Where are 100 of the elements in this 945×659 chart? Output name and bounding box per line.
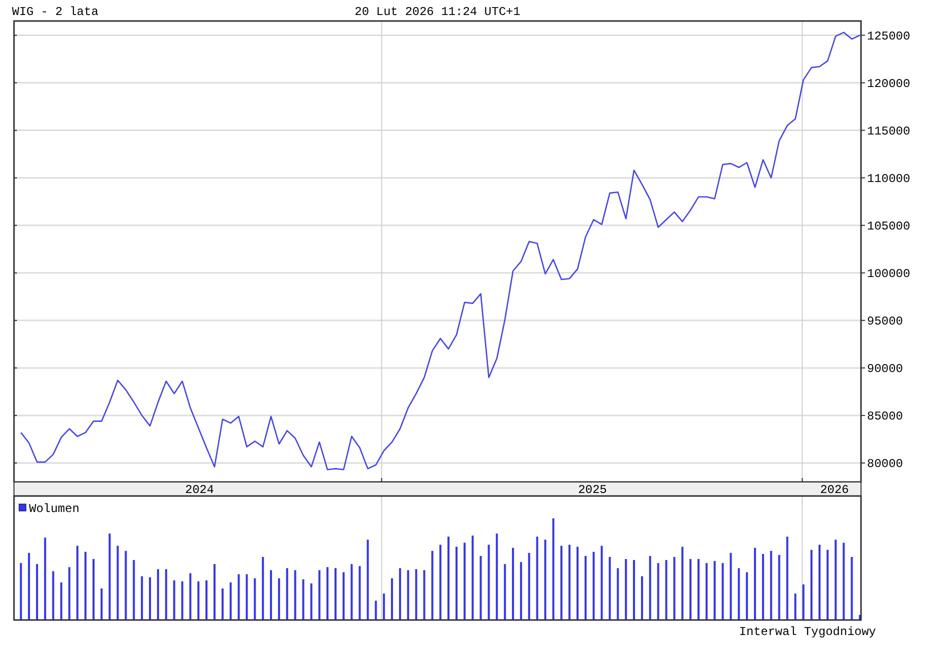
bar — [794, 594, 796, 620]
y-tick-label: 125000 — [867, 29, 910, 44]
bar — [205, 580, 208, 620]
bar — [278, 578, 280, 620]
bar — [560, 546, 562, 620]
bar — [834, 540, 837, 620]
bar — [802, 584, 804, 620]
bar — [165, 569, 168, 620]
bar — [132, 560, 135, 620]
y-tick-label: 110000 — [867, 172, 910, 186]
line-series — [20, 32, 860, 470]
bar — [108, 534, 111, 620]
bar — [584, 556, 587, 620]
bar — [754, 548, 756, 620]
bar — [366, 540, 369, 620]
text: Interwal Tygodniowy — [739, 625, 876, 639]
bar — [100, 588, 103, 620]
y-tick-label: 85000 — [867, 410, 904, 424]
bar — [528, 552, 530, 620]
bar — [92, 558, 95, 620]
bar — [20, 563, 22, 620]
bar — [536, 536, 538, 620]
bar — [124, 550, 127, 620]
bar — [689, 558, 692, 620]
bar — [641, 576, 644, 620]
bar — [730, 552, 732, 620]
bar — [480, 556, 482, 620]
legend-label: Wolumen — [29, 502, 80, 516]
bar — [310, 583, 312, 620]
bar — [222, 588, 224, 620]
bar — [415, 569, 418, 620]
x-tick-label: 2025 — [578, 483, 607, 497]
bar — [568, 544, 570, 620]
bar — [600, 546, 603, 620]
bar — [302, 579, 304, 620]
bar — [738, 568, 740, 620]
y-tick-label: 120000 — [867, 76, 910, 91]
bar — [746, 572, 748, 620]
bar — [423, 570, 426, 620]
bar — [116, 546, 119, 620]
bar — [472, 536, 474, 620]
bar — [770, 550, 772, 620]
bar — [496, 534, 498, 620]
chart-subtitle: 20 Lut 2026 11:24 UTC+1 — [354, 5, 520, 19]
bar — [68, 567, 70, 620]
bar — [616, 568, 619, 620]
bar — [326, 567, 328, 620]
bar — [520, 562, 522, 620]
bar — [246, 574, 248, 620]
bar — [350, 564, 353, 620]
bar — [488, 544, 490, 620]
bar — [382, 594, 385, 620]
bar — [286, 568, 288, 620]
bar — [318, 570, 320, 620]
bar — [214, 564, 216, 620]
bar — [334, 568, 337, 620]
bar — [762, 554, 764, 620]
bar — [262, 556, 264, 620]
bar — [358, 566, 361, 620]
bar — [140, 576, 143, 620]
bar — [504, 564, 506, 620]
bar — [665, 560, 668, 620]
bar — [698, 558, 700, 620]
bar — [592, 552, 595, 620]
bar — [28, 552, 30, 620]
bar — [706, 563, 708, 620]
bar — [544, 540, 546, 620]
bar — [657, 563, 660, 620]
bar — [576, 546, 579, 620]
bar — [826, 550, 829, 620]
bar — [512, 548, 514, 620]
bar — [294, 570, 296, 620]
bar — [681, 546, 684, 620]
bar — [342, 572, 345, 620]
bar — [786, 536, 788, 620]
bar — [52, 571, 54, 620]
bar — [818, 544, 821, 620]
bar — [84, 552, 86, 620]
bar — [399, 568, 402, 620]
bar — [456, 546, 458, 620]
bar — [60, 582, 62, 620]
bar — [189, 573, 192, 620]
bar — [230, 582, 232, 620]
x-tick-label: 2026 — [820, 483, 849, 497]
y-tick-label: 90000 — [867, 362, 904, 376]
bar — [632, 560, 635, 620]
bar — [148, 577, 151, 620]
bar — [254, 578, 256, 620]
x-tick-label: 2024 — [185, 483, 214, 497]
y-tick-label: 105000 — [867, 220, 910, 234]
bar — [552, 518, 554, 620]
bar — [431, 550, 434, 620]
bar — [439, 544, 442, 620]
bar — [197, 581, 200, 620]
bar — [778, 554, 780, 620]
y-tick-label: 80000 — [867, 457, 904, 472]
y-tick-label: 95000 — [867, 314, 904, 329]
bar — [649, 556, 652, 620]
bar — [173, 580, 176, 620]
bar — [36, 564, 38, 620]
